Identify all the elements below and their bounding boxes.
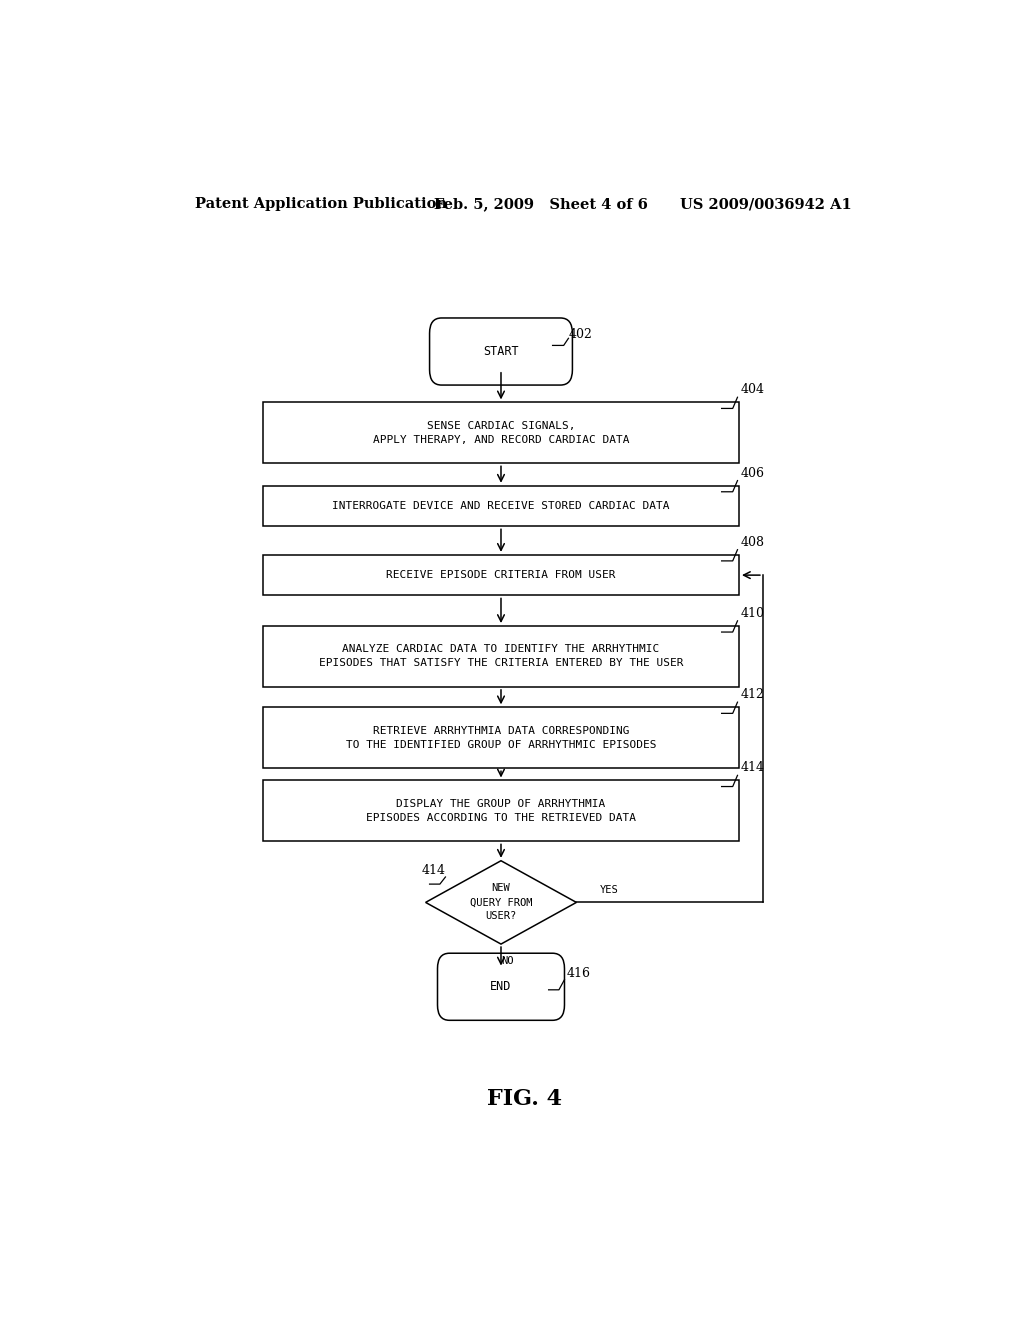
Text: 404: 404 xyxy=(740,383,765,396)
Text: ANALYZE CARDIAC DATA TO IDENTIFY THE ARRHYTHMIC
EPISODES THAT SATISFY THE CRITER: ANALYZE CARDIAC DATA TO IDENTIFY THE ARR… xyxy=(318,644,683,668)
Text: INTERROGATE DEVICE AND RECEIVE STORED CARDIAC DATA: INTERROGATE DEVICE AND RECEIVE STORED CA… xyxy=(332,502,670,511)
Text: 406: 406 xyxy=(740,466,765,479)
Text: 414: 414 xyxy=(740,762,765,775)
Text: RECEIVE EPISODE CRITERIA FROM USER: RECEIVE EPISODE CRITERIA FROM USER xyxy=(386,570,615,579)
FancyBboxPatch shape xyxy=(263,554,739,595)
FancyBboxPatch shape xyxy=(430,318,572,385)
Text: FIG. 4: FIG. 4 xyxy=(487,1088,562,1110)
Text: START: START xyxy=(483,345,519,358)
FancyBboxPatch shape xyxy=(263,708,739,768)
Text: 414: 414 xyxy=(422,865,445,876)
Text: 402: 402 xyxy=(568,329,592,342)
FancyBboxPatch shape xyxy=(437,953,564,1020)
Text: RETRIEVE ARRHYTHMIA DATA CORRESPONDING
TO THE IDENTIFIED GROUP OF ARRHYTHMIC EPI: RETRIEVE ARRHYTHMIA DATA CORRESPONDING T… xyxy=(346,726,656,750)
Text: Patent Application Publication: Patent Application Publication xyxy=(196,197,447,211)
Text: NO: NO xyxy=(501,956,514,966)
Text: 416: 416 xyxy=(567,966,591,979)
Text: Feb. 5, 2009   Sheet 4 of 6: Feb. 5, 2009 Sheet 4 of 6 xyxy=(433,197,647,211)
Text: 410: 410 xyxy=(740,607,765,620)
Polygon shape xyxy=(426,861,577,944)
Text: YES: YES xyxy=(600,886,618,895)
Text: NEW
QUERY FROM
USER?: NEW QUERY FROM USER? xyxy=(470,883,532,921)
FancyBboxPatch shape xyxy=(263,626,739,686)
FancyBboxPatch shape xyxy=(263,486,739,527)
Text: 412: 412 xyxy=(740,688,765,701)
Text: END: END xyxy=(490,981,512,993)
Text: DISPLAY THE GROUP OF ARRHYTHMIA
EPISODES ACCORDING TO THE RETRIEVED DATA: DISPLAY THE GROUP OF ARRHYTHMIA EPISODES… xyxy=(366,799,636,822)
Text: 408: 408 xyxy=(740,536,765,549)
Text: US 2009/0036942 A1: US 2009/0036942 A1 xyxy=(680,197,851,211)
Text: SENSE CARDIAC SIGNALS,
APPLY THERAPY, AND RECORD CARDIAC DATA: SENSE CARDIAC SIGNALS, APPLY THERAPY, AN… xyxy=(373,421,629,445)
FancyBboxPatch shape xyxy=(263,403,739,463)
FancyBboxPatch shape xyxy=(263,780,739,841)
